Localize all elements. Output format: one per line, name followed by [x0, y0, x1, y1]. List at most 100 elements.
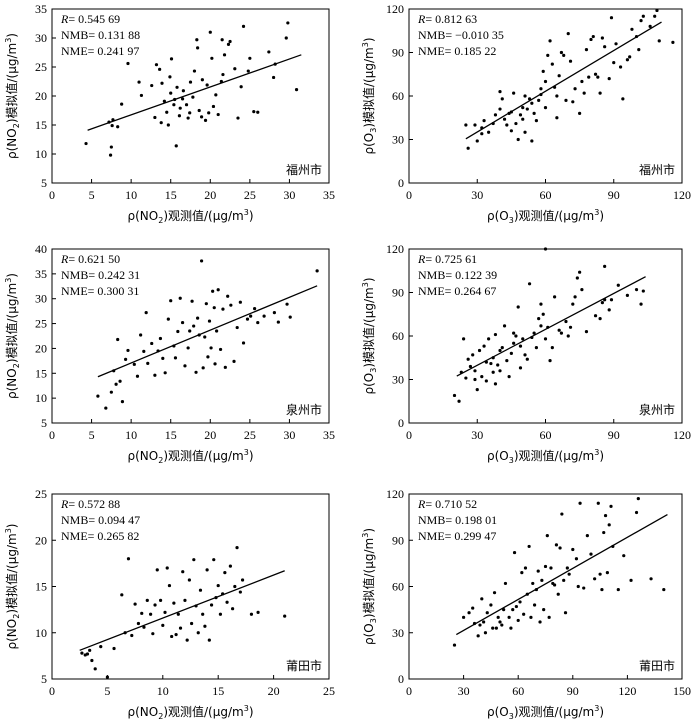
fit-line: [456, 276, 646, 377]
data-point: [165, 566, 169, 570]
data-point: [593, 577, 597, 581]
data-point: [600, 587, 604, 592]
data-point: [609, 504, 613, 508]
data-point: [126, 61, 130, 66]
data-point: [609, 298, 614, 302]
data-point: [480, 375, 484, 379]
data-point: [509, 129, 513, 133]
data-point: [641, 14, 645, 18]
data-point: [178, 626, 183, 630]
data-point: [209, 603, 214, 607]
y-tick-label: 30: [35, 31, 47, 45]
data-point: [226, 42, 231, 46]
data-point: [518, 366, 523, 370]
y-tick-label: 35: [35, 267, 47, 281]
city-label: 福州市: [639, 162, 675, 177]
x-tick-label: 150: [673, 684, 691, 698]
data-point: [110, 123, 114, 128]
data-point: [578, 501, 582, 505]
y-tick-label: 5: [41, 416, 47, 430]
data-point: [514, 334, 518, 338]
data-point: [634, 510, 639, 515]
data-point: [550, 62, 554, 66]
data-point: [538, 620, 542, 624]
data-point: [596, 75, 600, 79]
data-point: [245, 317, 250, 321]
data-point: [603, 264, 607, 268]
data-point: [563, 611, 568, 615]
data-point: [195, 38, 199, 42]
data-point: [600, 36, 604, 40]
data-point: [238, 590, 242, 594]
data-point: [218, 612, 223, 616]
data-point: [139, 93, 144, 98]
data-point: [639, 19, 643, 23]
fit-line: [87, 54, 302, 131]
stat-label: R= 0.812 63: [417, 12, 477, 26]
data-point: [523, 353, 527, 357]
x-tick-label: 35: [323, 188, 335, 202]
data-point: [153, 603, 157, 607]
y-tick-label: 30: [35, 292, 47, 306]
data-point: [229, 303, 233, 307]
data-point: [571, 547, 575, 552]
data-point: [457, 399, 461, 403]
data-point: [532, 331, 536, 335]
data-point: [267, 50, 271, 54]
data-point: [564, 319, 568, 324]
stat-label: NMB= 0.198 01: [418, 513, 497, 527]
data-point: [484, 379, 488, 383]
data-point: [507, 375, 511, 379]
data-point: [207, 638, 211, 642]
data-point: [502, 324, 507, 328]
stat-label: NMB= 0.122 39: [418, 268, 497, 282]
y-tick-label: 25: [35, 60, 47, 74]
x-tick-label: 90: [608, 428, 620, 442]
data-point: [205, 568, 209, 572]
data-point: [262, 314, 266, 318]
data-point: [539, 87, 543, 91]
y-tick-label: 60: [392, 580, 404, 594]
data-point: [625, 58, 630, 62]
data-point: [478, 623, 482, 627]
data-point: [625, 293, 630, 297]
x-tick-label: 20: [204, 428, 216, 442]
data-point: [188, 111, 192, 115]
data-point: [482, 119, 486, 123]
data-point: [542, 608, 546, 612]
data-point: [603, 513, 608, 518]
data-point: [605, 571, 609, 575]
data-point: [176, 329, 180, 334]
chart-panel: 0 30 60 90 120 150 0 30 60 90 120 R= 0.710 52 NMB= 0…: [361, 487, 691, 721]
y-axis-label: ρ(O3)模拟值/(μg/m3): [361, 277, 378, 394]
x-tick-label: 120: [673, 428, 691, 442]
data-point: [190, 299, 194, 303]
x-axis-label: ρ(O3)观测值/(μg/m3): [487, 208, 604, 225]
data-point: [155, 568, 159, 572]
data-point: [133, 602, 137, 606]
data-point: [496, 363, 500, 367]
y-tick-label: 10: [35, 391, 47, 405]
y-tick-label: 0: [398, 672, 404, 686]
data-point: [286, 21, 290, 25]
data-point: [543, 247, 548, 251]
data-point: [228, 39, 232, 44]
data-point: [177, 114, 182, 118]
data-point: [555, 94, 559, 98]
data-point: [146, 361, 150, 365]
data-point: [545, 534, 549, 538]
data-point: [485, 611, 489, 615]
y-tick-label: 30: [392, 133, 404, 147]
data-point: [192, 69, 197, 73]
city-label: 泉州市: [286, 402, 322, 417]
data-point: [521, 117, 525, 121]
y-tick-label: 30: [392, 373, 404, 387]
data-point: [649, 577, 653, 581]
data-point: [209, 346, 213, 350]
data-point: [160, 81, 164, 85]
data-point: [596, 501, 600, 505]
data-point: [480, 132, 484, 136]
data-point: [468, 364, 473, 369]
data-point: [657, 39, 661, 43]
data-point: [564, 98, 568, 102]
